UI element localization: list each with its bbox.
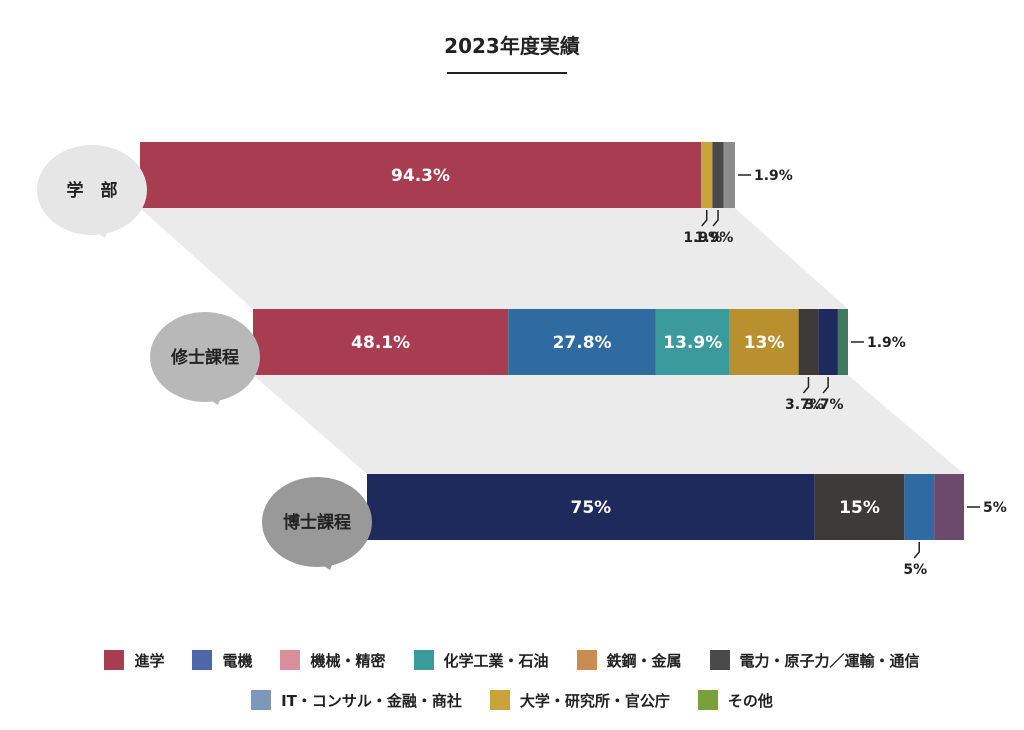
data-label: 75%	[571, 498, 612, 518]
data-label: 1.9%	[683, 230, 722, 246]
data-label: 13%	[744, 333, 785, 353]
bar-segment	[723, 142, 735, 208]
legend-item: 機械・精密	[280, 650, 386, 671]
legend-item: 電機	[192, 650, 252, 671]
legend-swatch	[280, 650, 301, 670]
legend-swatch	[709, 650, 730, 670]
legend-item: IT・コンサル・金融・商社	[251, 690, 462, 711]
legend-item: 電力・原子力／運輸・通信	[709, 650, 920, 671]
leader-line	[913, 542, 920, 559]
legend-label: 電力・原子力／運輸・通信	[739, 651, 920, 670]
funnel-connector-1	[140, 208, 848, 309]
bar-segment	[814, 474, 905, 540]
legend-swatch	[413, 650, 434, 670]
legend-row: IT・コンサル・金融・商社 大学・研究所・官公庁 その他	[0, 680, 1024, 720]
group-label: 学 部	[67, 180, 118, 201]
data-label: 1.9%	[695, 230, 734, 246]
data-label: 94.3%	[391, 166, 450, 186]
group-bubble	[37, 145, 147, 235]
legend-label: 鉄鋼・金属	[606, 651, 682, 670]
bar-segment	[837, 309, 848, 375]
leader-line	[822, 377, 829, 394]
bar-segment	[934, 474, 964, 540]
leader-line	[802, 377, 810, 394]
group-bubble	[262, 477, 372, 567]
bar-segment	[729, 309, 799, 375]
bar-segment	[140, 142, 702, 208]
legend-label: その他	[727, 691, 773, 710]
data-label: 3.7%	[785, 397, 824, 413]
legend-label: IT・コンサル・金融・商社	[281, 691, 462, 710]
legend-item: 化学工業・石油	[413, 650, 549, 671]
data-label: 5%	[983, 500, 1007, 516]
legend-swatch	[576, 650, 597, 670]
leader-line	[712, 210, 719, 227]
legend-item: 大学・研究所・官公庁	[489, 690, 670, 711]
data-label: 1.9%	[867, 335, 906, 351]
bar-segment	[701, 142, 713, 208]
data-label: 3.7%	[805, 397, 844, 413]
legend-swatch	[192, 650, 213, 670]
legend-label: 電機	[222, 651, 253, 670]
legend-label: 進学	[134, 651, 165, 670]
data-label: 48.1%	[351, 333, 410, 353]
legend-item: 進学	[104, 650, 164, 671]
funnel-connector-2	[253, 375, 964, 474]
legend-row: 進学 電機 機械・精密 化学工業・石油 鉄鋼・金属 電力・原子力／運輸・通信	[0, 640, 1024, 680]
legend-swatch	[489, 690, 510, 710]
bar-segment	[818, 309, 838, 375]
legend-swatch	[697, 690, 718, 710]
data-label: 5%	[903, 562, 927, 578]
data-label: 1.9%	[754, 168, 793, 184]
stacked-bar-chart: 94.3% 1.9%1.9%1.9%学 部48.1% 27.8% 13.9% 13% 1.…	[37, 142, 1007, 578]
legend-label: 機械・精密	[310, 651, 386, 670]
bar-segment	[655, 309, 730, 375]
data-label: 13.9%	[663, 333, 722, 353]
group-label: 博士課程	[283, 512, 351, 533]
legend: 進学 電機 機械・精密 化学工業・石油 鉄鋼・金属 電力・原子力／運輸・通信 IT・コンサル…	[0, 640, 1024, 720]
legend-item: その他	[697, 690, 773, 711]
legend-item: 鉄鋼・金属	[576, 650, 682, 671]
bar-segment	[508, 309, 656, 375]
chart-title: 2023年度実績	[444, 34, 580, 58]
bar-segment	[253, 309, 509, 375]
legend-label: 大学・研究所・官公庁	[519, 691, 670, 710]
data-label: 27.8%	[553, 333, 612, 353]
legend-label: 化学工業・石油	[443, 651, 549, 670]
group-bubble	[150, 312, 260, 402]
data-label: 15%	[839, 498, 880, 518]
bar-segment	[367, 474, 815, 540]
group-label: 修士課程	[170, 347, 239, 368]
bar-segment	[798, 309, 819, 375]
bar-segment	[904, 474, 935, 540]
leader-line	[701, 210, 708, 227]
title-underline	[447, 72, 567, 74]
bar-segment	[712, 142, 724, 208]
legend-swatch	[104, 650, 125, 670]
legend-swatch	[251, 690, 272, 710]
